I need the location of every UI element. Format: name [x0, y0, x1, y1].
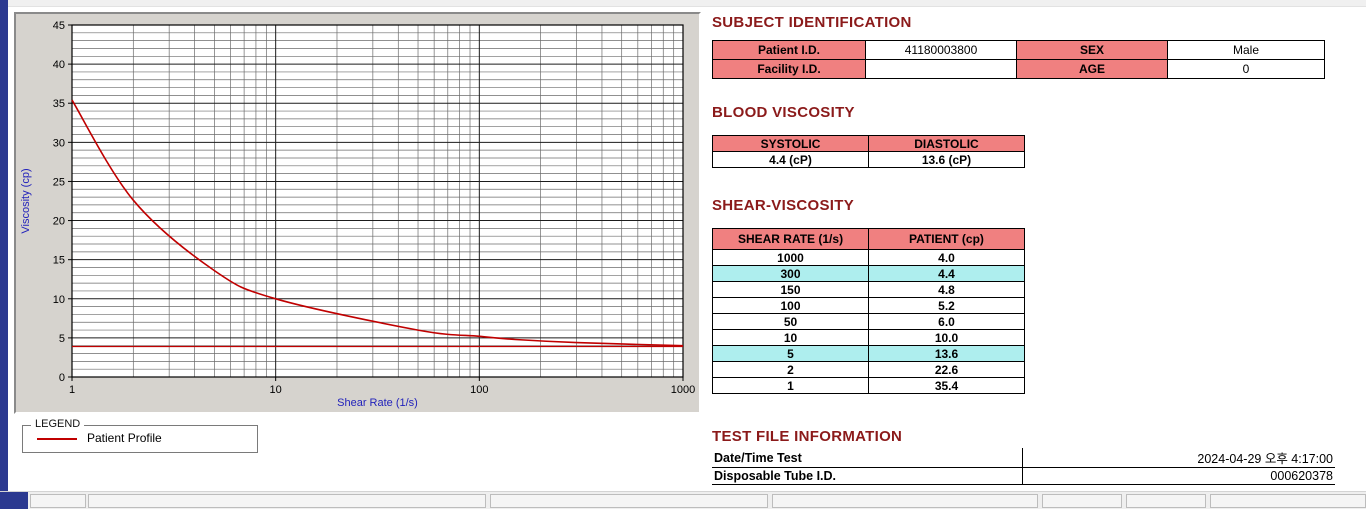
patient-value-cell: 4.4 — [868, 265, 1025, 282]
patient-value-cell: 35.4 — [868, 377, 1025, 394]
svg-text:45: 45 — [53, 20, 65, 32]
table-row: Date/Time Test 2024-04-29 오후 4:17:00 — [712, 448, 1335, 468]
left-accent-bar — [0, 0, 8, 491]
table-row: 2 22.6 — [712, 361, 1025, 378]
table-row: 4.4 (cP) 13.6 (cP) — [712, 151, 1025, 168]
disposable-tube-id-label: Disposable Tube I.D. — [712, 467, 1023, 485]
chart-legend: LEGEND Patient Profile — [22, 418, 258, 453]
svg-text:1000: 1000 — [671, 384, 695, 396]
systolic-header: SYSTOLIC — [712, 135, 869, 152]
sex-value: Male — [1167, 40, 1325, 60]
shear-viscosity-title: SHEAR-VISCOSITY — [712, 197, 855, 214]
legend-title: LEGEND — [31, 418, 85, 430]
shear-rate-column-header: SHEAR RATE (1/s) — [712, 228, 869, 250]
patient-column-header: PATIENT (cp) — [868, 228, 1025, 250]
statusbar-panel-6 — [1126, 494, 1206, 508]
svg-text:10: 10 — [53, 294, 65, 306]
sex-label: SEX — [1016, 40, 1168, 60]
svg-text:30: 30 — [53, 137, 65, 149]
shear-rate-cell: 1 — [712, 377, 869, 394]
patient-value-cell: 22.6 — [868, 361, 1025, 378]
statusbar-panel-4 — [772, 494, 1038, 508]
date-time-test-value: 2024-04-29 오후 4:17:00 — [1022, 448, 1335, 468]
patient-value-cell: 13.6 — [868, 345, 1025, 362]
table-header-row: SHEAR RATE (1/s) PATIENT (cp) — [712, 228, 1025, 250]
svg-text:Viscosity (cp): Viscosity (cp) — [20, 168, 32, 233]
shear-rate-cell: 100 — [712, 297, 869, 314]
svg-text:15: 15 — [53, 255, 65, 267]
svg-text:0: 0 — [59, 372, 65, 384]
shear-rate-cell: 50 — [712, 313, 869, 330]
table-row: 50 6.0 — [712, 313, 1025, 330]
svg-text:25: 25 — [53, 176, 65, 188]
legend-entry-label: Patient Profile — [87, 431, 162, 445]
table-row: 1000 4.0 — [712, 249, 1025, 266]
patient-value-cell: 6.0 — [868, 313, 1025, 330]
table-row: 300 4.4 — [712, 265, 1025, 282]
patient-id-value: 41180003800 — [865, 40, 1017, 60]
shear-rate-cell: 5 — [712, 345, 869, 362]
viscosity-chart-panel: 0 5 10 15 20 25 30 35 40 45 1 10 100 1000 Viscosity (c… — [14, 12, 701, 414]
age-label: AGE — [1016, 59, 1168, 79]
patient-value-cell: 5.2 — [868, 297, 1025, 314]
statusbar-panel-2 — [88, 494, 486, 508]
subject-identification-title: SUBJECT IDENTIFICATION — [712, 14, 912, 31]
shear-rate-cell: 10 — [712, 329, 869, 346]
svg-text:Shear Rate (1/s): Shear Rate (1/s) — [337, 397, 418, 409]
test-file-information-title: TEST FILE INFORMATION — [712, 428, 903, 445]
shear-rate-cell: 150 — [712, 281, 869, 298]
svg-text:35: 35 — [53, 98, 65, 110]
blood-viscosity-title: BLOOD VISCOSITY — [712, 104, 855, 121]
facility-id-value — [865, 59, 1017, 79]
systolic-value: 4.4 (cP) — [712, 151, 869, 168]
table-row: Disposable Tube I.D. 000620378 — [712, 467, 1335, 485]
table-row: 10 10.0 — [712, 329, 1025, 346]
bottom-left-accent — [0, 492, 28, 509]
viscosity-chart: 0 5 10 15 20 25 30 35 40 45 1 10 100 1000 Viscosity (c… — [16, 14, 699, 412]
date-time-test-label: Date/Time Test — [712, 448, 1023, 468]
svg-text:10: 10 — [270, 384, 282, 396]
svg-text:20: 20 — [53, 216, 65, 228]
table-row: 5 13.6 — [712, 345, 1025, 362]
svg-text:40: 40 — [53, 59, 65, 71]
statusbar-panel-3 — [490, 494, 768, 508]
patient-value-cell: 4.0 — [868, 249, 1025, 266]
table-row: 100 5.2 — [712, 297, 1025, 314]
bottom-status-strip — [0, 491, 1366, 509]
diastolic-value: 13.6 (cP) — [868, 151, 1025, 168]
age-value: 0 — [1167, 59, 1325, 79]
table-row: 150 4.8 — [712, 281, 1025, 298]
facility-id-label: Facility I.D. — [712, 59, 866, 79]
diastolic-header: DIASTOLIC — [868, 135, 1025, 152]
disposable-tube-id-value: 000620378 — [1022, 467, 1335, 485]
shear-rate-cell: 2 — [712, 361, 869, 378]
window-top-edge — [0, 0, 1366, 7]
shear-rate-cell: 1000 — [712, 249, 869, 266]
patient-id-label: Patient I.D. — [712, 40, 866, 60]
table-row: Patient I.D. 41180003800 SEX Male — [712, 40, 1325, 60]
test-file-information-table: Date/Time Test 2024-04-29 오후 4:17:00 Dis… — [712, 448, 1335, 485]
svg-text:1: 1 — [69, 384, 75, 396]
subject-identification-table: Patient I.D. 41180003800 SEX Male Facili… — [712, 40, 1325, 79]
legend-line-sample — [37, 438, 77, 440]
table-row: Facility I.D. AGE 0 — [712, 59, 1325, 79]
svg-text:100: 100 — [470, 384, 488, 396]
shear-rate-cell: 300 — [712, 265, 869, 282]
shear-viscosity-table: SHEAR RATE (1/s) PATIENT (cp) 1000 4.0 3… — [712, 228, 1025, 394]
svg-text:5: 5 — [59, 333, 65, 345]
statusbar-panel-7 — [1210, 494, 1366, 508]
blood-viscosity-table: SYSTOLIC DIASTOLIC 4.4 (cP) 13.6 (cP) — [712, 135, 1025, 168]
patient-value-cell: 10.0 — [868, 329, 1025, 346]
statusbar-panel-5 — [1042, 494, 1122, 508]
patient-value-cell: 4.8 — [868, 281, 1025, 298]
statusbar-panel-1 — [30, 494, 86, 508]
table-row: SYSTOLIC DIASTOLIC — [712, 135, 1025, 152]
table-row: 1 35.4 — [712, 377, 1025, 394]
